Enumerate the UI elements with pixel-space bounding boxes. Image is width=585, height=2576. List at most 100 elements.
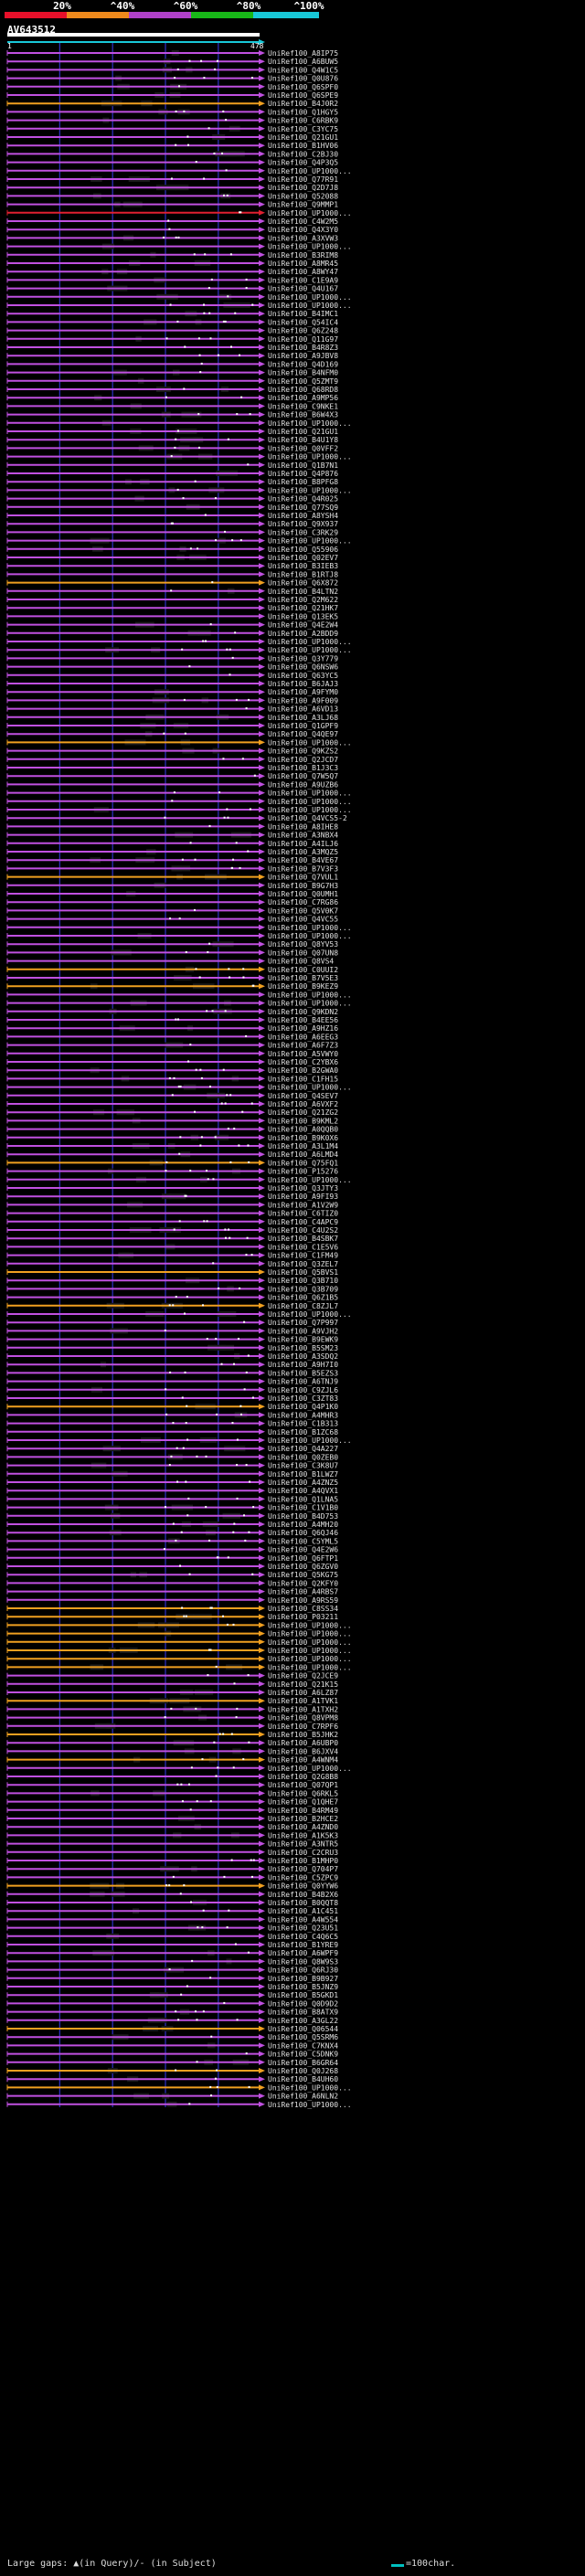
- hit-arrow: [259, 1714, 265, 1721]
- insertion-mark: [170, 522, 173, 525]
- hit-label: UniRef100_UP1000...: [268, 302, 352, 310]
- insertion-mark: [195, 1707, 197, 1710]
- hit-label: UniRef100_B6GR64: [268, 2059, 338, 2067]
- insertion-mark: [177, 236, 180, 239]
- hit-arrow: [259, 1874, 265, 1881]
- hit-label: UniRef100_Q77R91: [268, 175, 338, 184]
- hit-label: UniRef100_Q4X3Y0: [268, 226, 338, 234]
- hit-label: UniRef100_C7RPF6: [268, 1723, 338, 1731]
- insertion-mark: [209, 1800, 212, 1803]
- hit-arrow: [259, 1076, 265, 1082]
- insertion-mark: [250, 1859, 252, 1861]
- legend-bar-orange: [67, 12, 129, 18]
- insertion-mark: [210, 2035, 213, 2038]
- hit-label: UniRef100_Q4E2W4: [268, 621, 338, 630]
- hit-label: UniRef100_UP1000...: [268, 806, 352, 814]
- hit-label: UniRef100_A0QQB0: [268, 1126, 338, 1134]
- hit-label: UniRef100_B9B927: [268, 1975, 338, 1983]
- insertion-mark: [188, 59, 191, 62]
- hit-label: UniRef100_C3ZT83: [268, 1394, 338, 1403]
- hit-arrow: [259, 1891, 265, 1897]
- hit-arrow: [259, 1479, 265, 1485]
- hit-label: UniRef100_C4Q6C5: [268, 1933, 338, 1941]
- insertion-mark: [228, 1228, 230, 1231]
- insertion-mark: [195, 1068, 197, 1071]
- hit-arrow: [259, 218, 265, 224]
- insertion-mark: [175, 2010, 177, 2013]
- hit-arrow: [259, 1992, 265, 1998]
- hit-arrow: [259, 731, 265, 737]
- hit-label: UniRef100_C2CRU3: [268, 1849, 338, 1857]
- hit-arrow: [259, 1362, 265, 1368]
- insertion-mark: [222, 758, 225, 760]
- insertion-mark: [208, 1539, 211, 1542]
- insertion-mark: [212, 1178, 215, 1181]
- insertion-mark: [185, 1422, 187, 1425]
- insertion-mark: [239, 1405, 242, 1407]
- insertion-mark: [182, 1447, 185, 1449]
- hit-arrow: [259, 1538, 265, 1544]
- insertion-mark: [168, 228, 171, 230]
- insertion-mark: [202, 1909, 205, 1912]
- hit-arrow: [259, 1294, 265, 1300]
- insertion-mark: [242, 976, 245, 979]
- legend-bar-cyan: [253, 12, 319, 18]
- hit-arrow: [259, 1572, 265, 1578]
- hit-label: UniRef100_C9NKE1: [268, 402, 338, 410]
- insertion-mark: [198, 354, 201, 356]
- hit-label: UniRef100_Q6X872: [268, 579, 338, 588]
- insertion-mark: [250, 1875, 253, 1878]
- hit-label: UniRef100_Q4QE97: [268, 730, 338, 738]
- insertion-mark: [230, 1859, 233, 1861]
- hit-label: UniRef100_Q0VFF2: [268, 444, 338, 452]
- insertion-mark: [239, 211, 241, 214]
- hit-arrow: [259, 907, 265, 914]
- insertion-mark: [189, 547, 192, 550]
- hit-arrow: [259, 167, 265, 174]
- hit-label: UniRef100_Q3B710: [268, 1277, 338, 1285]
- hit-arrow: [259, 1966, 265, 1973]
- insertion-mark: [173, 1076, 176, 1079]
- insertion-mark: [231, 656, 234, 659]
- insertion-mark: [168, 1464, 171, 1467]
- insertion-mark: [206, 1220, 208, 1223]
- hit-label: UniRef100_P15276: [268, 1168, 338, 1176]
- insertion-mark: [233, 1682, 236, 1685]
- insertion-mark: [209, 1606, 212, 1609]
- hit-label: UniRef100_Q4VCS5-2: [268, 814, 347, 822]
- insertion-mark: [186, 1985, 188, 1988]
- hit-label: UniRef100_Q21GU1: [268, 133, 338, 142]
- hit-arrow: [259, 117, 265, 123]
- hit-label: UniRef100_UP1000...: [268, 486, 352, 494]
- insertion-mark: [163, 732, 165, 735]
- hit-arrow: [259, 1353, 265, 1359]
- hit-arrow: [259, 2051, 265, 2057]
- insertion-mark: [176, 488, 179, 491]
- insertion-mark: [247, 463, 250, 466]
- hit-arrow: [259, 2026, 265, 2031]
- hit-arrow: [259, 1092, 265, 1098]
- hit-label: UniRef100_A9HZ16: [268, 1024, 338, 1033]
- insertion-mark: [224, 530, 227, 533]
- hit-label: UniRef100_Q6ZGV0: [268, 1563, 338, 1571]
- hit-label: UniRef100_Q0U876: [268, 75, 338, 83]
- hit-label: UniRef100_C3RK29: [268, 528, 338, 536]
- hit-arrow: [259, 1950, 265, 1956]
- hit-label: UniRef100_Q4E2W6: [268, 1546, 338, 1554]
- hit-label: UniRef100_B9EWK9: [268, 1336, 338, 1344]
- hit-label: UniRef100_Q6SPE9: [268, 91, 338, 100]
- hit-arrow: [259, 411, 265, 418]
- hit-label: UniRef100_B5JHK2: [268, 1731, 338, 1739]
- hit-label: UniRef100_B7V3F3: [268, 864, 338, 873]
- insertion-mark: [175, 110, 177, 112]
- hit-arrow: [259, 975, 265, 981]
- hit-label: UniRef100_UP1000...: [268, 2101, 352, 2109]
- hit-arrow: [259, 201, 265, 207]
- hit-arrow: [259, 555, 265, 560]
- insertion-mark: [175, 2069, 177, 2072]
- insertion-mark: [172, 1422, 175, 1425]
- insertion-mark: [233, 1128, 236, 1130]
- insertion-mark: [234, 631, 237, 634]
- hit-arrow: [259, 840, 265, 846]
- hit-arrow: [259, 2017, 265, 2023]
